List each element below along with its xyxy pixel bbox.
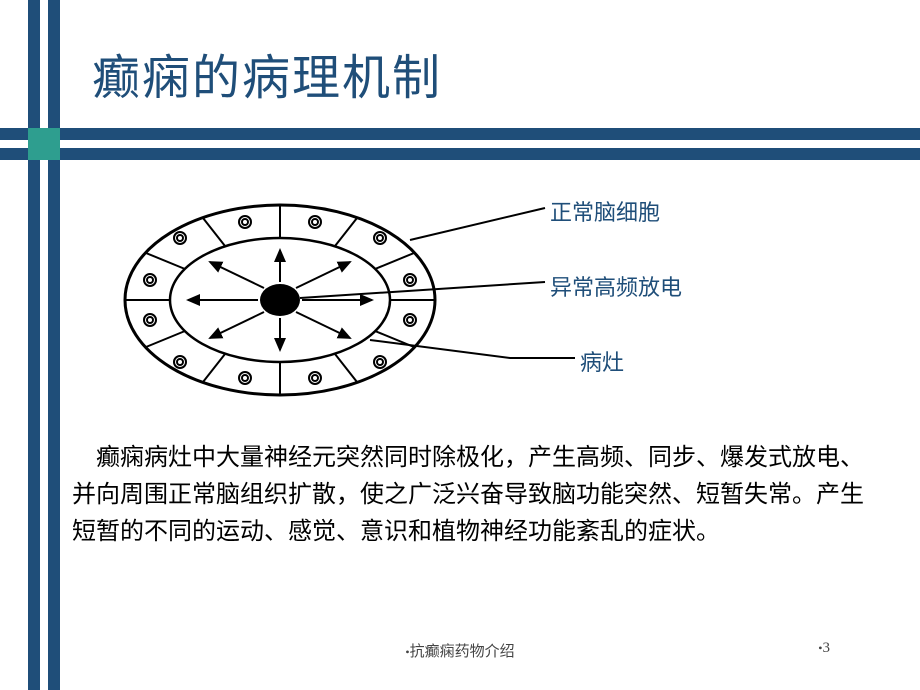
decor-hbar-1: [0, 128, 920, 140]
decor-vbar-2: [48, 0, 60, 690]
diagram-label-center: 异常高频放电: [550, 270, 682, 302]
diagram-label-inner: 病灶: [580, 345, 624, 377]
diagram-label-outer: 正常脑细胞: [550, 195, 660, 227]
decor-square: [28, 128, 60, 160]
page-number: •3: [818, 640, 830, 657]
slide-title: 癫痫的病理机制: [92, 38, 442, 108]
diagram: 正常脑细胞 异常高频放电 病灶: [110, 190, 810, 410]
decor-vbar-1: [28, 0, 40, 690]
body-paragraph: 癫痫病灶中大量神经元突然同时除极化，产生高频、同步、爆发式放电、并向周围正常脑组…: [72, 440, 872, 552]
cell-diagram-svg: [110, 190, 810, 410]
footer-text: •抗癫痫药物介绍: [0, 640, 920, 661]
decor-hbar-2: [0, 148, 920, 160]
